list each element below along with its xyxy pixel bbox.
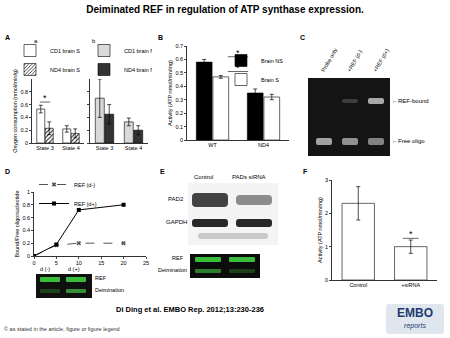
html-text:Di Ding et al. EMBO Rep. 2012;: Di Ding et al. EMBO Rep. 2012;13:230-236 [116,305,264,314]
svg-text:State 3: State 3 [36,145,53,151]
svg-text:*: * [236,48,240,58]
svg-text:CD1 brain S: CD1 brain S [50,48,80,54]
svg-text:ND4: ND4 [258,142,269,148]
svg-text:*: * [43,93,47,103]
html-text:E: E [160,168,165,175]
svg-text:0.4: 0.4 [22,227,30,233]
html-text:Deimination: Deimination [95,287,124,293]
svg-text:0.4: 0.4 [175,83,183,89]
svg-text:Oxygen consumption (nmol/min/g: Oxygen consumption (nmol/min/g) [12,69,18,153]
svg-text:State 3: State 3 [96,145,113,151]
svg-text:0.6: 0.6 [20,102,28,108]
svg-text:Brain NS: Brain NS [261,58,283,64]
svg-text:0.2: 0.2 [22,240,30,246]
svg-text:0.2: 0.2 [20,127,28,133]
html-text:a: a [34,38,38,44]
html-text:GAPDH: GAPDH [166,219,188,225]
svg-text:State 4: State 4 [125,145,142,151]
svg-text:+siRNA: +siRNA [401,282,420,288]
svg-text:0: 0 [32,260,35,265]
svg-text:ND4 brain NS: ND4 brain NS [124,67,152,73]
svg-text:1: 1 [325,244,328,250]
svg-text:0.7: 0.7 [175,43,183,49]
html-text:© as stated in the article, fi: © as stated in the article, figure or fi… [4,326,120,332]
svg-text:0.4: 0.4 [20,114,28,120]
svg-text:0.2: 0.2 [175,110,183,116]
html-text:+REF (d-): +REF (d-) [346,49,364,73]
html-text:Deimination: Deimination [158,267,187,273]
svg-text:Brain S: Brain S [261,77,279,83]
html-text:C: C [300,34,306,41]
svg-text:5: 5 [55,260,58,265]
svg-text:Activity (ATP nmol/min/mg): Activity (ATP nmol/min/mg) [167,60,173,126]
html-text:+REF (d+): +REF (d+) [372,47,390,73]
html-text:d (+): d (+) [68,266,80,272]
svg-text:ND4 brain S: ND4 brain S [50,67,80,73]
svg-text:3: 3 [325,177,328,183]
html-text:PAD2: PAD2 [168,196,184,202]
html-text:d (-): d (-) [40,266,51,272]
html-text:REF: REF [172,255,183,261]
svg-text:State 4: State 4 [62,145,79,151]
html-text:EMBO: EMBO [397,306,433,320]
svg-text:1: 1 [27,189,30,195]
svg-text:0: 0 [27,253,30,259]
svg-text:REF (d+): REF (d+) [74,201,97,207]
html-text:←REF-bound: ←REF-bound [392,98,429,104]
svg-text:0.5: 0.5 [175,70,183,76]
html-text:PADs siRNA: PADs siRNA [232,174,266,180]
svg-text:0.3: 0.3 [175,97,183,103]
html-text:Control: Control [194,174,214,180]
svg-text:*: * [236,63,240,73]
svg-text:0: 0 [325,277,328,283]
html-text:A: A [5,34,11,41]
svg-text:REF (d-): REF (d-) [74,182,95,188]
svg-text:20: 20 [121,260,127,265]
html-text:F: F [303,168,308,175]
html-text:Probe only: Probe only [320,47,339,73]
html-text:REF: REF [95,275,106,281]
svg-text:0.8: 0.8 [20,89,28,95]
svg-text:2: 2 [325,210,328,216]
svg-text:10: 10 [76,260,82,265]
html-text:B: B [158,34,164,41]
html-text:b: b [92,38,96,44]
svg-text:0.8: 0.8 [22,202,30,208]
svg-text:0.6: 0.6 [175,56,183,62]
svg-text:Bound/Free oligonucleotide: Bound/Free oligonucleotide [14,191,20,258]
svg-text:0: 0 [25,140,28,146]
svg-text:Control: Control [349,282,367,288]
svg-text:WT: WT [208,142,217,148]
svg-text:0.6: 0.6 [22,215,30,221]
svg-text:CD1 brain NS: CD1 brain NS [124,48,152,54]
svg-text:15: 15 [98,260,104,265]
html-text:Deiminated REF in regulation o: Deiminated REF in regulation of ATP synt… [86,4,364,15]
svg-text:25: 25 [143,260,149,265]
html-text:D: D [5,168,11,175]
svg-text:0.1: 0.1 [175,123,183,129]
svg-text:0: 0 [180,137,183,143]
svg-text:*: * [409,229,413,239]
html-text:reports: reports [404,322,426,329]
html-text:←Free oligo: ←Free oligo [392,138,425,144]
svg-text:Activity (ATP nmol/min/mg): Activity (ATP nmol/min/mg) [317,197,323,263]
